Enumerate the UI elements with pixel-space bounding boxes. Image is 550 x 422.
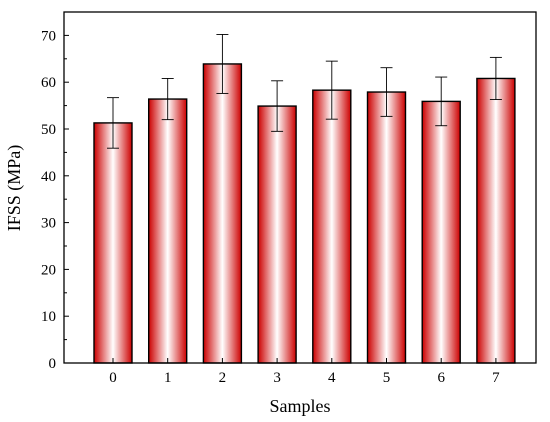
x-axis: 0 1 2 3 4 5 6 7 bbox=[109, 358, 500, 386]
y-tick-label-60: 60 bbox=[41, 75, 56, 91]
bar-4 bbox=[312, 89, 352, 364]
bar-7 bbox=[476, 77, 516, 364]
plot-frame bbox=[63, 11, 537, 364]
error-bar-7 bbox=[489, 56, 502, 100]
y-tick-label-50: 50 bbox=[41, 122, 56, 138]
x-tick-label-1: 1 bbox=[164, 370, 172, 386]
y-tick-label-30: 30 bbox=[41, 216, 56, 232]
bar-1 bbox=[147, 98, 188, 364]
bars bbox=[93, 63, 516, 364]
y-axis: 0 10 20 30 40 50 60 70 bbox=[41, 28, 69, 372]
error-bar-6 bbox=[435, 76, 448, 127]
error-bar-3 bbox=[271, 80, 284, 132]
y-axis-title: IFSS (MPa) bbox=[4, 145, 25, 232]
error-bars bbox=[107, 34, 502, 149]
bar-6 bbox=[421, 100, 461, 364]
y-tick-label-40: 40 bbox=[41, 169, 56, 185]
error-bar-2 bbox=[216, 34, 229, 94]
error-bar-1 bbox=[161, 78, 174, 121]
x-tick-label-4: 4 bbox=[328, 370, 336, 386]
y-tick-label-0: 0 bbox=[49, 356, 57, 372]
x-tick-label-0: 0 bbox=[109, 370, 117, 386]
bar-5 bbox=[366, 91, 407, 364]
y-tick-label-70: 70 bbox=[41, 28, 56, 44]
x-axis-title: Samples bbox=[270, 396, 331, 416]
error-bar-4 bbox=[325, 60, 338, 120]
error-bar-0 bbox=[107, 97, 119, 149]
x-tick-label-2: 2 bbox=[219, 370, 227, 386]
bar-3 bbox=[257, 105, 297, 364]
bar-0 bbox=[93, 122, 133, 364]
y-tick-label-20: 20 bbox=[41, 262, 56, 278]
x-tick-label-5: 5 bbox=[383, 370, 391, 386]
x-tick-label-7: 7 bbox=[492, 370, 500, 386]
x-tick-label-6: 6 bbox=[437, 370, 445, 386]
y-tick-label-10: 10 bbox=[41, 309, 56, 325]
bar-2 bbox=[202, 63, 243, 364]
x-tick-label-3: 3 bbox=[273, 370, 281, 386]
error-bar-5 bbox=[380, 67, 393, 117]
